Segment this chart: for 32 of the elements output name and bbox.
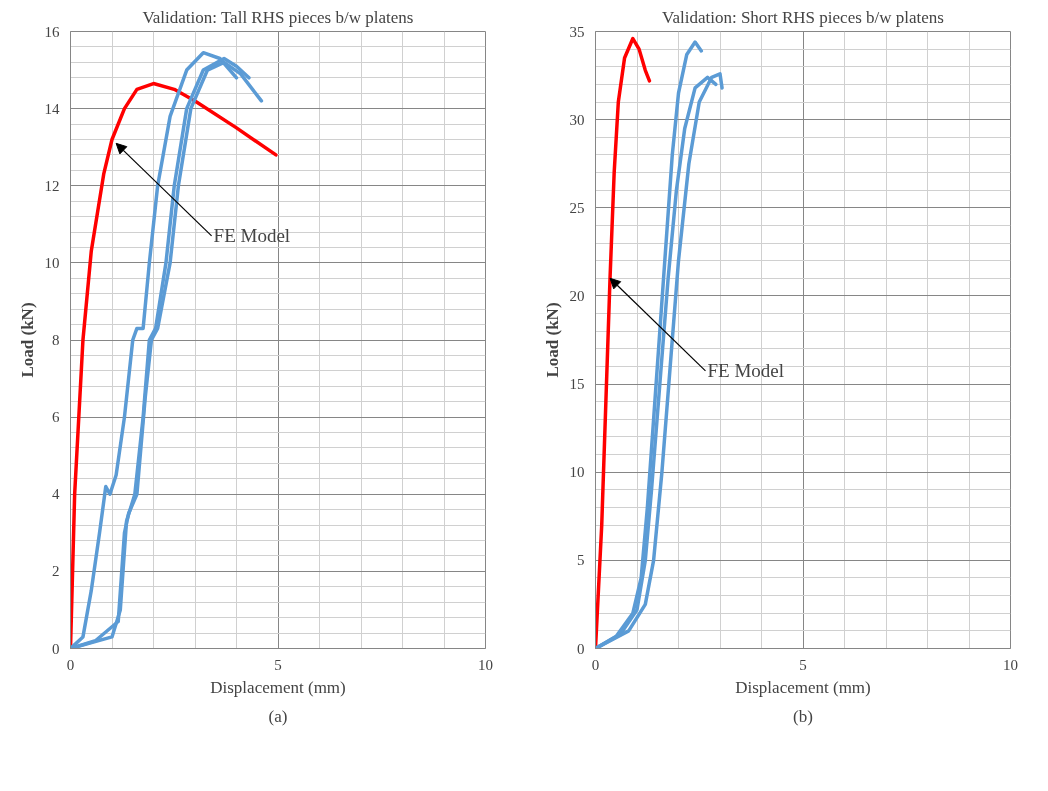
y-tick-label: 0 (577, 640, 585, 657)
y-tick-label: 15 (569, 376, 585, 393)
annotation: FE Model (707, 360, 785, 382)
chart-title: Validation: Short RHS pieces b/w platens (662, 7, 944, 27)
y-tick-label: 20 (569, 287, 585, 304)
y-tick-label: 6 (52, 409, 60, 426)
chart-title: Validation: Tall RHS pieces b/w platens (142, 7, 414, 27)
x-tick-label: 5 (274, 656, 282, 673)
y-tick-label: 4 (52, 486, 60, 503)
x-tick-label: 5 (799, 656, 807, 673)
y-axis-title: Load (kN) (542, 302, 562, 378)
y-tick-label: 10 (569, 464, 585, 481)
x-tick-label: 10 (478, 656, 493, 673)
y-tick-label: 16 (44, 23, 60, 40)
y-tick-label: 25 (569, 199, 585, 216)
y-tick-label: 2 (52, 563, 60, 580)
y-tick-label: 12 (44, 177, 60, 194)
x-tick-label: 10 (1003, 656, 1018, 673)
text: (a) (268, 706, 288, 726)
x-tick-label: 0 (591, 656, 600, 673)
x-axis-title: Displacement (mm) (210, 677, 346, 697)
x-tick-label: 0 (66, 656, 75, 673)
y-tick-label: 8 (52, 332, 60, 348)
y-axis-title: Load (kN) (17, 302, 37, 378)
y-tick-label: 30 (569, 111, 585, 128)
text: (b) (793, 706, 813, 726)
y-tick-label: 0 (52, 640, 60, 657)
y-tick-label: 10 (44, 254, 60, 271)
y-tick-label: 35 (569, 23, 585, 40)
y-tick-label: 5 (577, 552, 585, 569)
x-axis-title: Displacement (mm) (735, 677, 871, 697)
y-tick-label: 14 (44, 100, 60, 117)
